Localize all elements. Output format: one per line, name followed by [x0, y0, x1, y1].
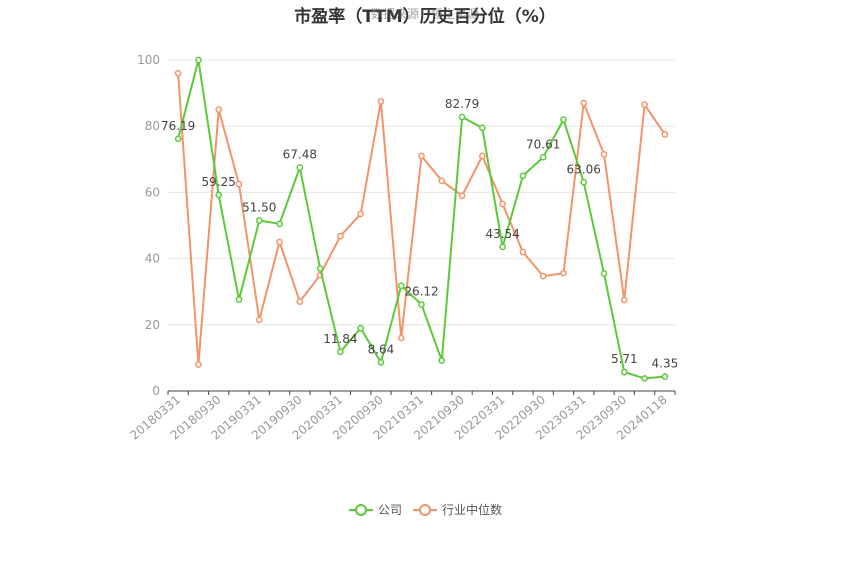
series-point-1: [174, 69, 182, 77]
series-point-0: [539, 153, 547, 161]
data-label: 43.54: [485, 227, 519, 241]
data-label: 8.64: [368, 342, 395, 356]
series-point-1: [195, 361, 202, 368]
series-point-0: [519, 172, 527, 180]
y-tick-label: 20: [145, 318, 160, 332]
series-point-1: [620, 296, 628, 304]
legend-label: 行业中位数: [442, 502, 502, 517]
series-point-0: [499, 243, 506, 251]
series-point-1: [438, 177, 446, 185]
series-point-0: [377, 359, 385, 366]
series-point-0: [438, 357, 446, 364]
grid-lines: [168, 59, 675, 326]
series-point-1: [235, 180, 243, 188]
series-point-1: [641, 101, 648, 109]
legend: 公司 行业中位数: [349, 502, 502, 517]
data-label: 51.50: [242, 201, 276, 215]
series-point-1: [255, 316, 263, 324]
data-label: 11.84: [323, 332, 357, 346]
y-tick-label: 80: [145, 119, 160, 133]
series-point-0: [560, 116, 567, 123]
series-point-1: [357, 210, 365, 218]
series-point-1: [215, 106, 223, 114]
series-point-1: [458, 192, 466, 200]
series-point-1: [478, 152, 486, 160]
series-point-0: [458, 113, 466, 121]
series-point-0: [276, 220, 283, 228]
series-point-0: [215, 191, 223, 199]
legend-item-1: 行业中位数: [413, 502, 502, 517]
series-point-0: [397, 282, 405, 290]
series-point-0: [316, 265, 324, 272]
series-point-1: [560, 269, 567, 277]
series-point-0: [661, 373, 669, 380]
legend-marker: [419, 504, 431, 516]
series-point-1: [661, 131, 669, 138]
y-tick-label: 0: [152, 384, 160, 398]
legend-item-0: 公司: [349, 503, 402, 517]
data-label: 82.79: [445, 97, 479, 111]
legend-label: 公司: [378, 503, 402, 517]
data-label: 70.61: [526, 137, 560, 151]
series-point-0: [418, 301, 425, 308]
axes: 0204060801002018033120180930201903312019…: [127, 53, 676, 443]
series-point-1: [499, 200, 506, 208]
chart-watermark: 数据来源：恒生聚源: [370, 7, 479, 21]
series-point-1: [296, 298, 304, 305]
y-tick-label: 60: [145, 185, 160, 199]
series-point-0: [641, 375, 648, 382]
series-line-0: [177, 59, 665, 380]
series-point-0: [296, 164, 304, 171]
series-point-0: [620, 368, 628, 376]
chart-title: 市盈率（TTM）历史百分位（%）: [294, 7, 556, 27]
legend-marker: [355, 504, 367, 516]
series-point-1: [519, 248, 527, 256]
y-tick-label: 100: [137, 53, 160, 67]
series-point-0: [255, 217, 263, 224]
series-point-0: [174, 135, 182, 143]
series-point-1: [377, 98, 385, 105]
data-label: 4.35: [652, 357, 679, 371]
series-point-0: [337, 348, 344, 356]
series-point-1: [276, 238, 283, 246]
series-point-1: [600, 150, 608, 158]
series-lines: [174, 56, 669, 382]
series-point-1: [580, 99, 588, 107]
series-point-1: [397, 334, 405, 342]
series-point-0: [357, 324, 365, 332]
series-point-0: [600, 270, 608, 277]
data-label: 63.06: [567, 162, 601, 176]
series-point-1: [418, 152, 425, 160]
data-label: 5.71: [611, 352, 638, 366]
data-label: 76.19: [161, 119, 195, 133]
series-point-1: [539, 272, 547, 280]
data-labels: 76.19 59.25 51.50 67.48 11.84 8.64 26.12 82.79 4…: [161, 97, 678, 371]
y-tick-label: 40: [145, 252, 160, 266]
data-label: 59.25: [202, 175, 236, 189]
series-point-1: [337, 232, 344, 240]
data-label: 67.48: [283, 148, 317, 162]
series-point-0: [235, 296, 243, 303]
series-point-0: [195, 56, 202, 64]
data-label: 26.12: [404, 285, 438, 299]
series-point-0: [478, 124, 486, 132]
series-point-0: [580, 178, 588, 186]
